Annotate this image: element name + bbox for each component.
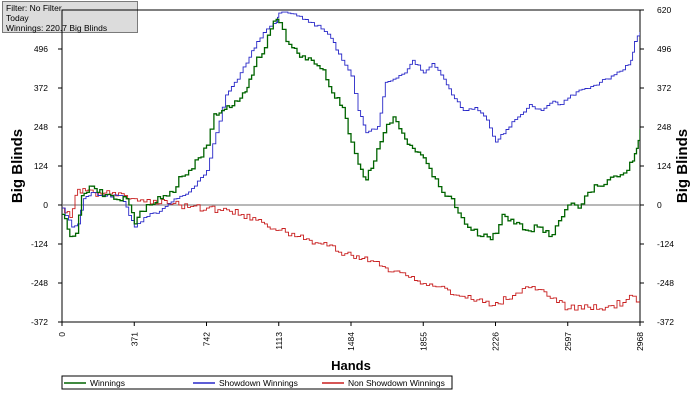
period-label: Today <box>6 13 29 23</box>
y-tick-label-left: 496 <box>34 44 48 54</box>
x-tick-label: 1113 <box>274 332 284 350</box>
x-tick-label: 1855 <box>418 332 428 351</box>
winnings-line <box>62 18 640 241</box>
legend-item-non-showdown-label: Non Showdown Winnings <box>348 378 445 388</box>
y-tick-label-left: -124 <box>31 239 48 249</box>
y-tick-label-left: 0 <box>43 200 48 210</box>
x-tick-label: 2226 <box>491 332 501 351</box>
legend-item-showdown-label: Showdown Winnings <box>219 378 298 388</box>
y-tick-label-left: 248 <box>34 122 48 132</box>
y-tick-label-right: 248 <box>657 122 671 132</box>
non-showdown-winnings-line <box>62 188 640 311</box>
y-axis-title-left: Big Blinds <box>9 129 26 203</box>
y-tick-label-right: 124 <box>657 161 671 171</box>
y-tick-label-left: 372 <box>34 83 48 93</box>
plot-frame <box>61 9 641 323</box>
filter-label: Filter: No Filter <box>6 3 62 13</box>
y-tick-label-left: 124 <box>34 161 48 171</box>
x-tick-label: 0 <box>57 332 67 337</box>
y-tick-label-right: -248 <box>657 278 674 288</box>
filter-info-box: Filter: No Filter Today Winnings: 220.7 … <box>2 1 138 33</box>
y-tick-label-right: 372 <box>657 83 671 93</box>
y-tick-label-right: 620 <box>657 5 671 15</box>
winnings-summary: Winnings: 220.7 Big Blinds <box>6 23 108 33</box>
plot-layer <box>62 11 640 311</box>
x-axis-title: Hands <box>331 358 371 373</box>
y-tick-label-right: -124 <box>657 239 674 249</box>
x-tick-label: 742 <box>202 332 212 346</box>
legend-box <box>61 375 453 390</box>
y-tick-label-right: 496 <box>657 44 671 54</box>
legend-item-winnings-label: Winnings <box>90 378 125 388</box>
x-tick-label: 371 <box>129 332 139 346</box>
y-tick-label-left: -372 <box>31 317 48 327</box>
x-tick-label: 2968 <box>635 332 645 351</box>
axes-layer: -372 -248 -124 0 124 248 372 496 -372 -248 -124 0 12… <box>9 5 691 373</box>
x-tick-label: 1484 <box>346 332 356 351</box>
y-tick-label-left: -248 <box>31 278 48 288</box>
x-tick-label: 2597 <box>563 332 573 351</box>
showdown-winnings-line <box>62 11 640 228</box>
legend: Winnings Showdown Winnings Non Showdown Wi… <box>61 375 453 390</box>
y-tick-label-right: 0 <box>657 200 662 210</box>
y-tick-label-right: -372 <box>657 317 674 327</box>
y-axis-title-right: Big Blinds <box>674 129 691 203</box>
